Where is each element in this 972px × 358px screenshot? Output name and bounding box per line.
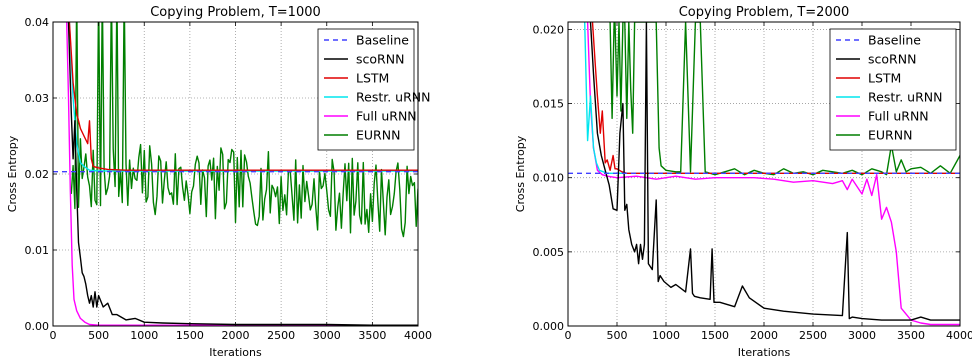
legend-2: Baseline scoRNN LSTM Restr. uRNN Full uRNN EU… <box>829 28 957 151</box>
y-tick-label: 0.010 <box>533 172 565 185</box>
legend-label: Full uRNN <box>868 109 929 124</box>
series-line-full-urnn <box>66 22 418 326</box>
y-tick-label: 0.000 <box>533 320 565 333</box>
x-tick-label: 0 <box>50 329 57 342</box>
legend-label: Baseline <box>868 33 921 48</box>
series-layer-2 <box>568 22 960 326</box>
series-line-scornn <box>589 22 960 321</box>
legend-label: scoRNN <box>356 52 404 67</box>
legend-label: EURNN <box>356 128 400 143</box>
series-line-eurnn <box>609 22 960 176</box>
chart-title-2: Copying Problem, T=2000 <box>679 5 850 20</box>
series-line-restr-urnn <box>68 22 418 172</box>
x-tick-label: 500 <box>88 329 109 342</box>
legend-label: Restr. uRNN <box>868 90 942 105</box>
series-line-lstm <box>591 22 960 175</box>
legend-label: EURNN <box>868 128 912 143</box>
x-tick-label: 1000 <box>652 329 680 342</box>
y-tick-label: 0.01 <box>25 244 50 257</box>
x-tick-label: 3000 <box>313 329 341 342</box>
y-tick-label: 0.02 <box>25 168 50 181</box>
legend-box <box>317 28 415 151</box>
y-tick-label: 0.03 <box>25 92 50 105</box>
y-tick-label: 0.04 <box>25 16 50 29</box>
legend-label: LSTM <box>868 71 901 86</box>
grid-2 <box>568 22 960 326</box>
legend-label: Restr. uRNN <box>356 90 430 105</box>
series-line-eurnn <box>70 22 418 238</box>
x-tick-label: 3000 <box>848 329 876 342</box>
x-axis-label-1: Iterations <box>209 346 262 358</box>
legend-label: Baseline <box>356 33 409 48</box>
x-tick-label: 0 <box>565 329 572 342</box>
x-tick-label: 2500 <box>799 329 827 342</box>
legend-label: Full uRNN <box>356 109 417 124</box>
y-tick-label: 0.00 <box>25 320 50 333</box>
y-tick-label: 0.020 <box>533 23 565 36</box>
legend-box <box>829 28 957 151</box>
x-tick-label: 500 <box>607 329 628 342</box>
legend-label: LSTM <box>356 71 389 86</box>
x-tick-label: 2000 <box>750 329 778 342</box>
legend-1: Baseline scoRNN LSTM Restr. uRNN Full uRNN EU… <box>317 28 430 151</box>
x-tick-label: 4000 <box>946 329 972 342</box>
legend-label: scoRNN <box>868 52 916 67</box>
x-axis-label-2: Iterations <box>738 346 791 358</box>
x-tick-label: 3500 <box>358 329 386 342</box>
x-tick-label: 1000 <box>130 329 158 342</box>
x-tick-label: 1500 <box>701 329 729 342</box>
x-tick-label: 3500 <box>897 329 925 342</box>
y-axis-label-1: Cross Entropy <box>6 135 19 212</box>
y-tick-label: 0.005 <box>533 246 565 259</box>
y-tick-label: 0.015 <box>533 98 565 111</box>
series-line-lstm <box>68 22 418 171</box>
chart-panel-2: 0 500 1000 1500 2000 2500 3000 3500 4000 0.000 0.0… <box>514 5 972 358</box>
ticks-2: 0 500 1000 1500 2000 2500 3000 3500 4000 0.000 0.0… <box>533 22 972 342</box>
y-axis-label-2: Cross Entropy <box>514 135 527 212</box>
ticks-1: 0 500 1000 1500 2000 2500 3000 3500 4000 0.00 0.01… <box>25 16 433 342</box>
x-tick-label: 1500 <box>176 329 204 342</box>
x-tick-label: 2000 <box>222 329 250 342</box>
chart-title-1: Copying Problem, T=1000 <box>150 5 321 20</box>
series-line-full-urnn <box>586 22 960 326</box>
x-tick-label: 2500 <box>267 329 295 342</box>
x-tick-label: 4000 <box>404 329 432 342</box>
chart-panel-1: 0 500 1000 1500 2000 2500 3000 3500 4000 0.00 0.01… <box>6 5 433 358</box>
